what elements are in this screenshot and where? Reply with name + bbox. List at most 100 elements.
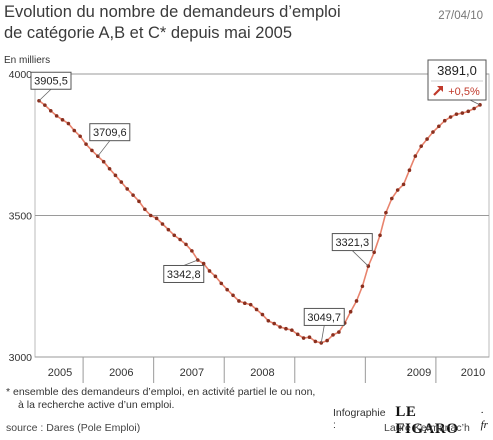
data-point [60,118,65,122]
data-point [460,111,465,115]
data-point [207,269,212,273]
data-point [266,318,271,323]
data-point [384,210,388,215]
final-value-box [427,59,487,101]
data-point [407,168,412,173]
data-point [301,336,306,340]
data-point [154,216,159,221]
data-point [466,109,471,114]
y-tick-label-3000: 3000 [9,352,33,364]
source-label: source : Dares (Pole Emploi) [6,422,141,434]
callout-label: 3709,6 [93,127,127,139]
y-tick-label-3500: 3500 [9,211,33,223]
data-point [90,148,94,153]
up-arrow-icon [433,87,442,96]
x-tick-label-2008: 2008 [250,367,274,379]
data-point [360,284,365,289]
callout-leader [97,140,111,157]
final-value-label: 3891,0 [437,63,477,78]
callout-label: 3049,7 [307,312,341,324]
data-point [131,193,135,197]
final-change-label: +0,5% [448,86,480,98]
callout-leader [352,250,369,267]
data-point [390,196,394,201]
data-point [472,106,476,111]
author-label: Laure Kermanac’h [384,422,470,434]
data-point [290,328,294,332]
data-point [248,302,253,307]
data-point [213,274,218,279]
data-point [225,287,229,292]
callout-label: 3321,3 [335,237,369,249]
data-point [101,159,106,164]
data-point [72,128,77,133]
callout-box [30,71,72,90]
callout-box [303,307,345,326]
x-tick-label-2005: 2005 [48,367,72,379]
data-point [260,312,265,317]
data-point [143,207,147,212]
data-point [295,332,300,337]
data-point [442,118,447,123]
data-point [425,137,429,141]
footnote-line-2: à la recherche active d’un emploi. [18,398,175,411]
callout-box [331,233,373,252]
x-tick-label-2007: 2007 [180,367,204,379]
data-point [454,112,459,116]
x-tick-label-2006: 2006 [109,367,133,379]
data-point [201,261,206,266]
callout-label: 3342,8 [167,269,201,281]
up-arrow-head-icon [437,86,443,92]
y-tick-label-4000: 4000 [9,69,33,81]
data-point [354,299,359,303]
data-point [325,338,329,343]
data-point [395,188,400,192]
callout-box [163,264,205,283]
data-point [119,180,124,184]
data-point [178,237,182,242]
data-point [413,154,418,158]
data-point [448,115,453,119]
x-tick-label-2010: 2010 [461,367,485,379]
data-point [148,213,153,218]
data-point [307,335,312,339]
data-point [243,301,247,306]
callout-leader [38,88,52,102]
callout-label: 3905,5 [34,76,68,88]
data-point [431,130,435,134]
footnote-line-1: * ensemble des demandeurs d’emploi, en a… [6,386,316,398]
data-point [190,249,194,253]
unit-label: En milliers [4,55,51,66]
data-point [237,299,241,303]
data-point [172,233,177,238]
le-figaro-logo: LE FIGARO [395,404,459,437]
data-point [313,339,318,344]
data-point [372,250,376,255]
data-point [348,309,353,314]
chart-title: Evolution du nombre de demandeurs d’empl… [4,2,341,44]
data-point [437,124,441,129]
series-line [38,100,481,344]
data-point [137,199,141,204]
data-point [43,103,47,107]
data-point [284,326,288,331]
data-point [319,341,324,345]
data-point [184,242,188,247]
data-point [219,281,224,286]
data-point [78,134,82,139]
callout-leader [320,325,325,344]
data-point [48,108,53,113]
data-point [272,321,277,326]
data-point [337,330,341,334]
infographic-credit: Infographie : LE FIGARO · fr [333,404,493,438]
data-point [401,182,406,187]
publish-date: 27/04/10 [438,10,483,22]
data-point [378,233,382,238]
callout-leader [183,259,198,266]
data-point [84,142,88,146]
data-point [331,333,335,337]
data-point [160,222,165,226]
callout-box [89,123,131,142]
